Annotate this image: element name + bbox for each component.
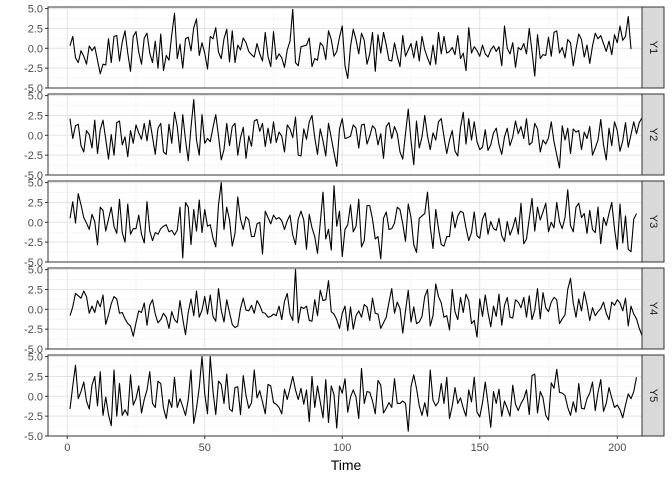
- y-tick-label: 0.0: [28, 43, 43, 55]
- facet-strip-label: Y1: [647, 41, 659, 54]
- facet-strip: [641, 93, 665, 176]
- facet-strip: [641, 267, 665, 350]
- panel-background: [48, 7, 642, 88]
- y-tick-label: -2.5: [24, 411, 43, 423]
- x-tick-label: 200: [608, 442, 626, 454]
- x-axis: 0 50 100 150 200: [64, 436, 626, 454]
- y-tick-label: 2.5: [28, 110, 43, 122]
- y-tick-label: -5.0: [24, 170, 43, 182]
- facet-panels: -5.0-2.50.02.55.0Y1-5.0-2.50.02.55.0Y2-5…: [24, 4, 665, 443]
- y-tick-label: 0.0: [28, 304, 43, 316]
- series-line-Y1: [69, 8, 632, 80]
- facet-strip-label: Y2: [647, 128, 659, 141]
- x-tick-label: 100: [333, 442, 351, 454]
- y-tick-label: -2.5: [24, 237, 43, 249]
- y-tick-label: 2.5: [28, 23, 43, 35]
- y-tick-label: 2.5: [28, 197, 43, 209]
- y-tick-label: 5.0: [28, 178, 43, 190]
- panel-background: [48, 181, 642, 262]
- y-tick-label: 5.0: [28, 265, 43, 277]
- facet-strip-label: Y5: [647, 389, 659, 402]
- x-tick-label: 50: [199, 442, 211, 454]
- facet-strip: [641, 180, 665, 263]
- y-tick-label: 0.0: [28, 130, 43, 142]
- facet-panel-Y2: -5.0 -2.5 0.0 2.5 5.0 Y2: [24, 91, 665, 182]
- y-tick-label: -2.5: [24, 324, 43, 336]
- facet-strip-label: Y4: [647, 302, 659, 315]
- facet-panel-Y1: -5.0 -2.5 0.0 2.5 5.0 Y1: [24, 4, 665, 95]
- y-tick-label: -2.5: [24, 150, 43, 162]
- y-tick-label: -5.0: [24, 431, 43, 443]
- panel-background: [48, 355, 642, 436]
- y-tick-label: 5.0: [28, 4, 43, 16]
- y-tick-label: -2.5: [24, 63, 43, 75]
- y-tick-label: 2.5: [28, 371, 43, 383]
- y-tick-label: 2.5: [28, 284, 43, 296]
- y-tick-label: -5.0: [24, 257, 43, 269]
- facet-strip: [641, 6, 665, 89]
- facet-panel-Y5: -5.0 -2.5 0.0 2.5 5.0 Y5: [24, 352, 665, 443]
- facet-strip: [641, 354, 665, 437]
- y-tick-label: 5.0: [28, 352, 43, 364]
- series-line-Y3: [69, 182, 637, 260]
- series-line-Y4: [69, 269, 646, 338]
- x-tick-label: 150: [471, 442, 489, 454]
- series-line-Y2: [69, 99, 643, 169]
- y-tick-label: 0.0: [28, 391, 43, 403]
- series-line-Y5: [69, 356, 638, 432]
- facet-panel-Y3: -5.0 -2.5 0.0 2.5 5.0 Y3: [24, 178, 665, 269]
- x-tick-label: 0: [64, 442, 70, 454]
- y-tick-label: 5.0: [28, 91, 43, 103]
- facet-strip-label: Y3: [647, 215, 659, 228]
- x-axis-title: Time: [331, 457, 362, 473]
- facet-panel-Y4: -5.0 -2.5 0.0 2.5 5.0 Y4: [24, 265, 665, 356]
- y-tick-label: -5.0: [24, 344, 43, 356]
- y-tick-label: 0.0: [28, 217, 43, 229]
- y-tick-label: -5.0: [24, 83, 43, 95]
